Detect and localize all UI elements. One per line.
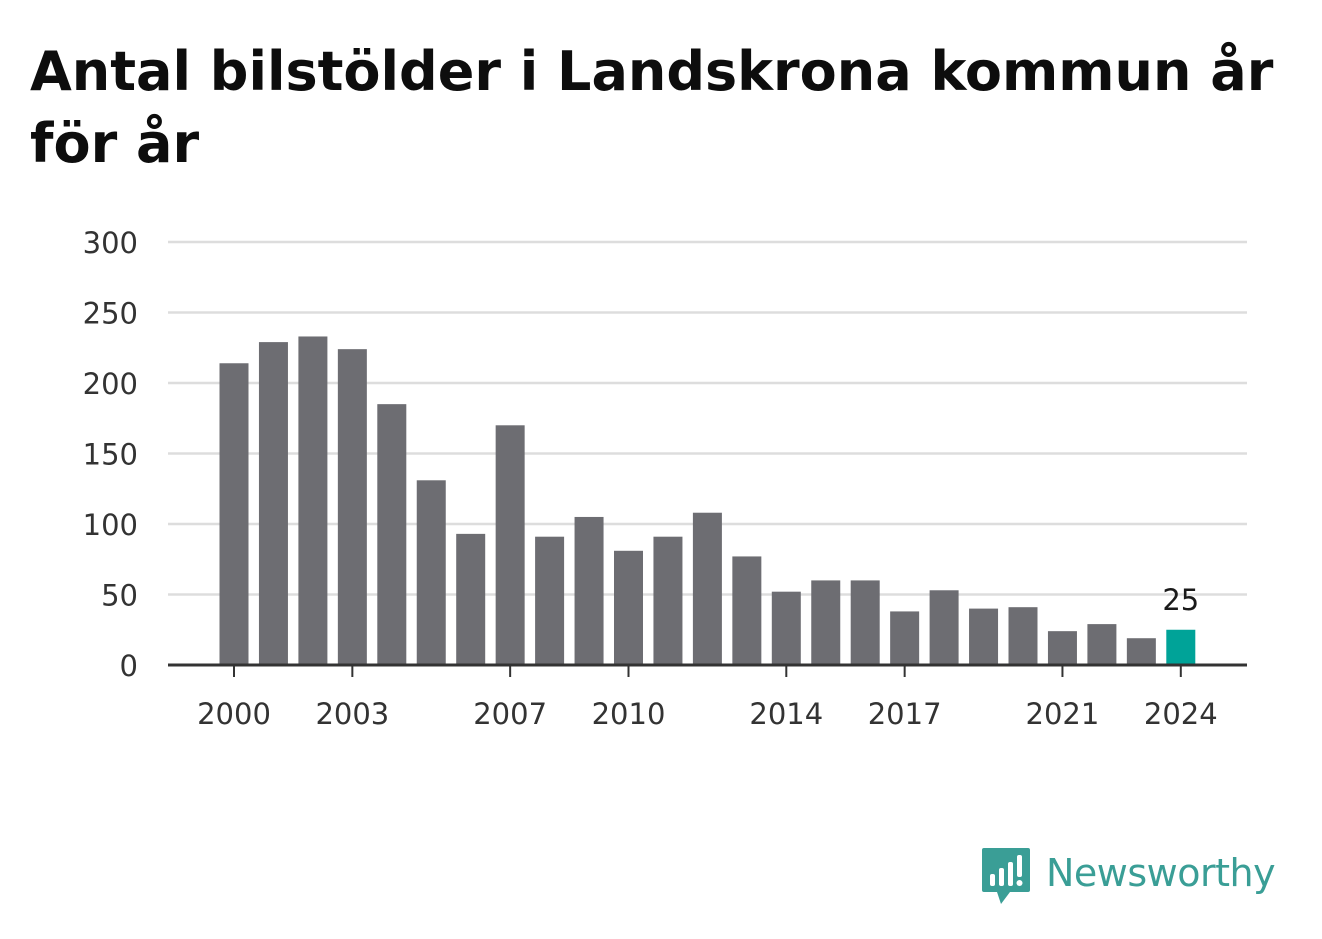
x-tick-label: 2024	[1144, 697, 1218, 731]
bar-chart-speech-bubble-icon	[982, 848, 1030, 904]
bar-2006	[456, 533, 486, 665]
y-axis-ticks: 0 50 100 150 200 250 300	[83, 226, 138, 683]
bar-2022	[1087, 624, 1117, 665]
brand-logo: Newsworthy	[980, 846, 1276, 910]
bar-highlight-2024	[1166, 629, 1196, 665]
bar-2004	[377, 404, 407, 665]
bar-2001	[258, 342, 288, 665]
data-labels: 25	[1162, 583, 1199, 617]
bar-2021	[1047, 631, 1077, 665]
bar-2007	[495, 425, 525, 665]
bar-2000	[219, 363, 249, 665]
y-tick-label: 100	[83, 508, 138, 542]
y-tick-label: 300	[83, 226, 138, 260]
y-tick-label: 250	[83, 297, 138, 331]
bar-2019	[969, 608, 999, 665]
bar-2010	[614, 550, 643, 665]
x-axis-ticks: 2000 2003 2007 2010 2014 2017 2021 2024	[197, 665, 1218, 731]
bar-2020	[1008, 607, 1038, 665]
bar-2013	[732, 556, 762, 665]
y-tick-label: 0	[120, 649, 138, 683]
bar-2018	[929, 590, 959, 665]
bar-2003	[337, 349, 367, 665]
bar-2011	[653, 536, 683, 665]
chart-title: Antal bilstölder i Landskrona kommun år …	[30, 40, 1274, 175]
y-tick-label: 50	[101, 579, 138, 613]
brand-name: Newsworthy	[1046, 851, 1276, 895]
x-tick-label: 2017	[868, 697, 942, 731]
data-label-2024: 25	[1162, 583, 1199, 617]
bar-2015	[811, 580, 841, 665]
bar-2008	[535, 536, 565, 665]
bar-2009	[574, 516, 604, 665]
x-tick-label: 2000	[197, 697, 271, 731]
x-tick-label: 2014	[749, 697, 823, 731]
bar-2005	[416, 480, 446, 665]
bar-2016	[850, 580, 880, 665]
bar-2023	[1126, 638, 1156, 665]
bars	[219, 336, 1196, 665]
y-tick-label: 200	[83, 367, 138, 401]
y-tick-label: 150	[83, 438, 138, 472]
bar-2017	[890, 611, 920, 665]
bar-2002	[298, 336, 328, 665]
x-tick-label: 2021	[1026, 697, 1100, 731]
bar-2014	[771, 591, 801, 665]
bar-2012	[692, 512, 722, 665]
x-tick-label: 2007	[473, 697, 547, 731]
x-tick-label: 2003	[315, 697, 389, 731]
x-tick-label: 2010	[592, 697, 666, 731]
